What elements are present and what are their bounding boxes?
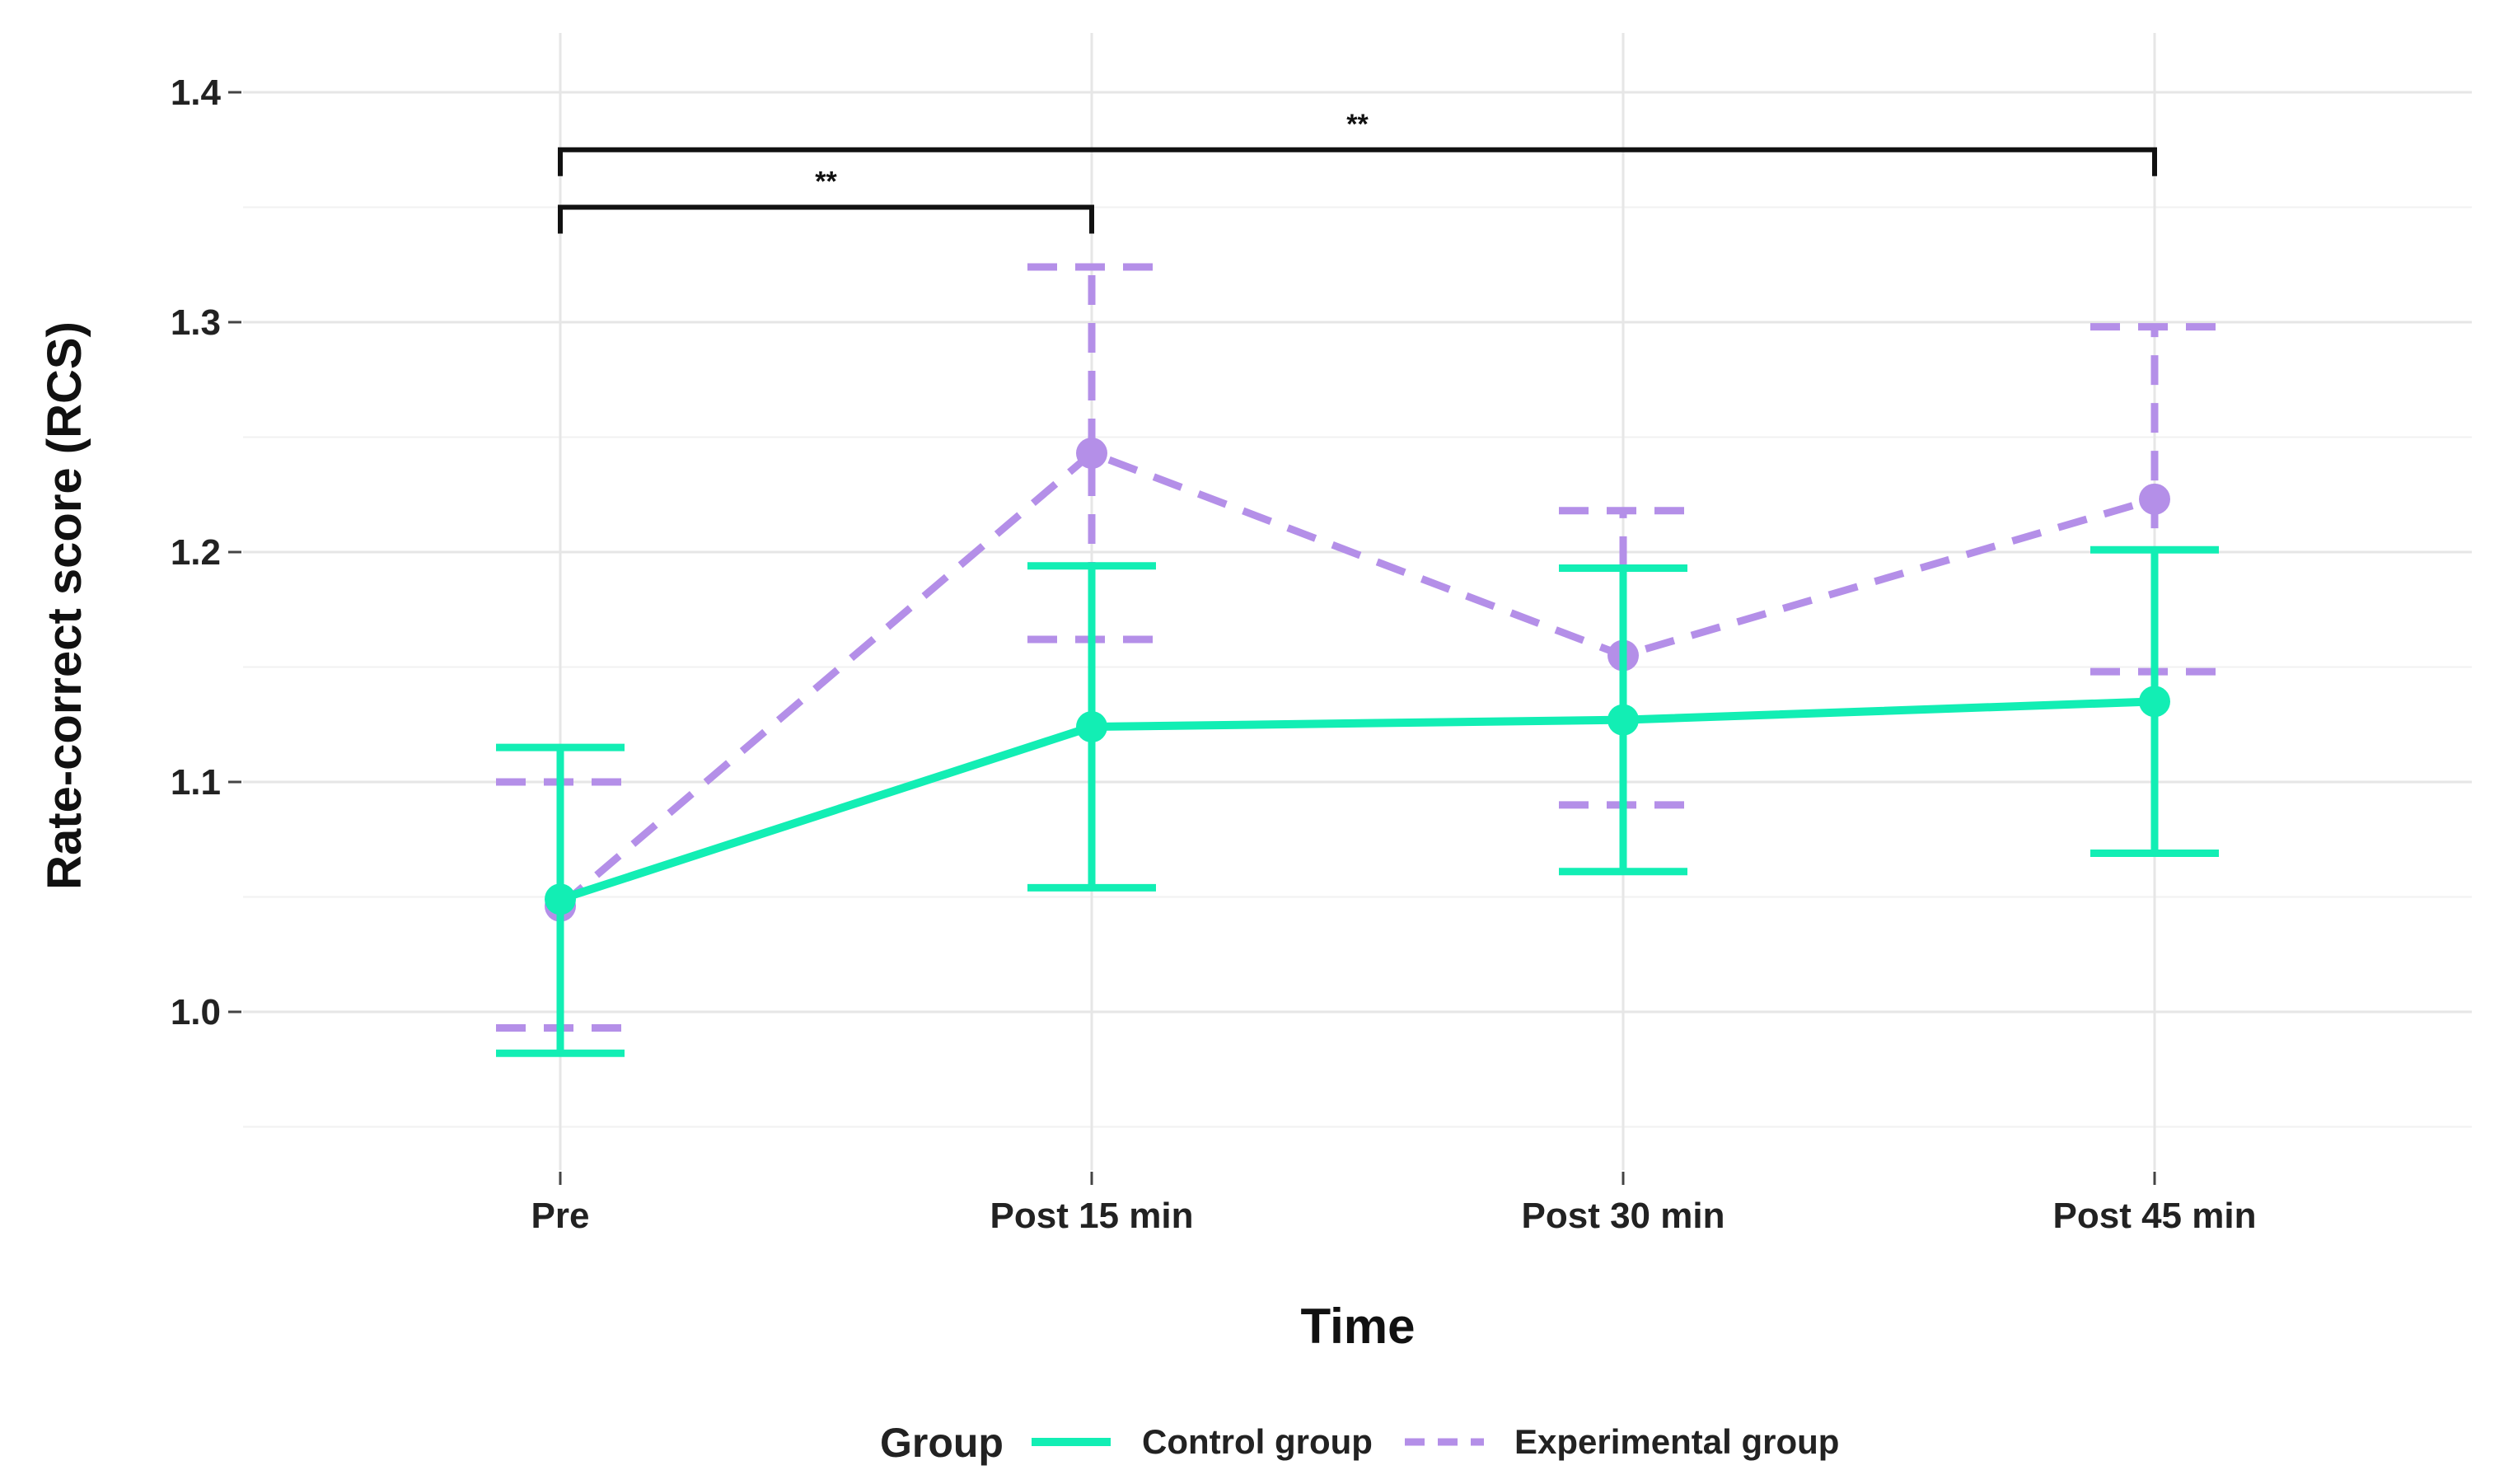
- data-point: [1076, 438, 1107, 470]
- y-axis-title: Rate-correct score (RCS): [38, 321, 91, 890]
- legend-title: Group: [880, 1420, 1004, 1466]
- y-axis: 1.0 1.1 1.2 1.3 1.4: [171, 73, 241, 1032]
- data-point: [1608, 704, 1639, 736]
- series-line: [558, 449, 2156, 910]
- x-tick-label: Pre: [531, 1196, 590, 1236]
- series-control-group: [496, 545, 2219, 1057]
- data-point: [545, 883, 576, 915]
- significance-brackets: ** **: [558, 109, 2157, 234]
- significance-label: **: [815, 166, 837, 198]
- data-point: [1076, 711, 1107, 743]
- series-line: [559, 697, 2155, 904]
- significance-bracket: [558, 204, 1094, 234]
- x-tick-label: Post 30 min: [1522, 1196, 1725, 1236]
- y-tick-label: 1.4: [171, 73, 222, 113]
- legend-label-control: Control group: [1142, 1422, 1373, 1461]
- y-tick-label: 1.3: [171, 302, 221, 343]
- x-tick-label: Post 15 min: [990, 1196, 1194, 1236]
- x-axis-title: Time: [1301, 1299, 1416, 1354]
- data-point: [2139, 686, 2170, 718]
- x-axis: Pre Post 15 min Post 30 min Post 45 min: [531, 1172, 2257, 1236]
- significance-label: **: [1346, 109, 1369, 140]
- x-tick-label: Post 45 min: [2053, 1196, 2257, 1236]
- significance-bracket: [558, 147, 2157, 176]
- data-point: [2139, 483, 2170, 515]
- legend-label-experimental: Experimental group: [1514, 1422, 1839, 1461]
- y-tick-label: 1.0: [171, 992, 221, 1032]
- y-tick-label: 1.1: [171, 762, 221, 803]
- y-tick-label: 1.2: [171, 532, 221, 573]
- data-series: [496, 263, 2219, 1057]
- legend: Group Control group Experimental group: [880, 1420, 1839, 1466]
